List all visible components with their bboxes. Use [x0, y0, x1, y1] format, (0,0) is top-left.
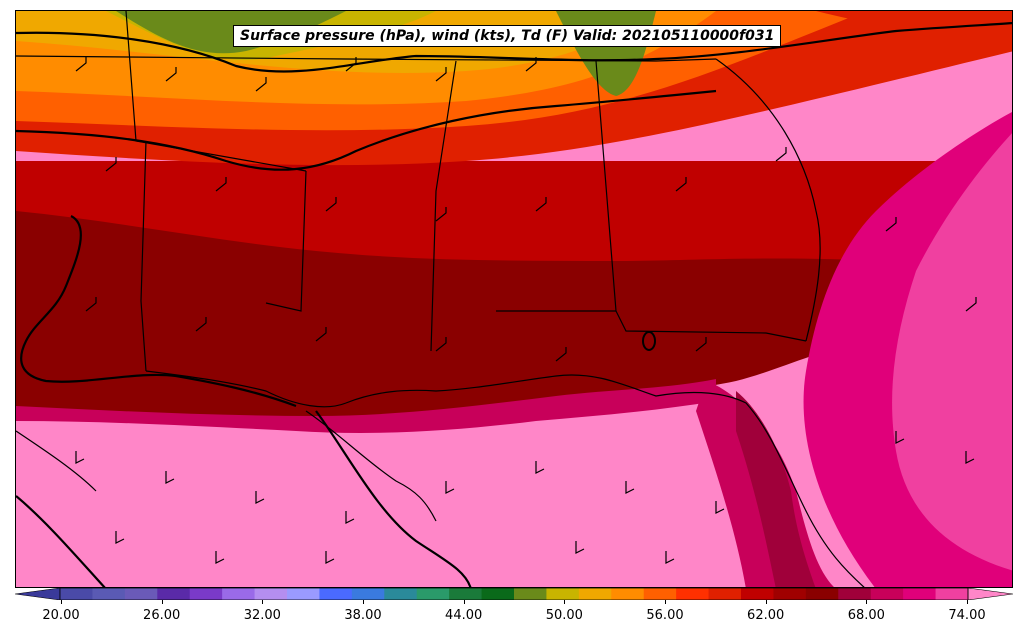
colorbar-swatch — [611, 588, 645, 600]
map-title: Surface pressure (hPa), wind (kts), Td (… — [233, 25, 782, 47]
colorbar-swatch — [384, 588, 418, 600]
colorbar-tick-mark — [262, 600, 264, 604]
field-68b — [16, 379, 716, 433]
colorbar-swatch — [676, 588, 710, 600]
colorbar — [15, 588, 1013, 600]
colorbar-swatch — [805, 588, 839, 600]
colorbar-swatch — [514, 588, 547, 600]
colorbar-swatch — [254, 588, 288, 600]
colorbar-swatch — [222, 588, 256, 600]
colorbar-tick-mark — [967, 600, 968, 604]
colorbar-tick-label: 26.00 — [143, 608, 181, 623]
colorbar-swatch — [903, 588, 937, 600]
state-borders — [16, 11, 865, 587]
colorbar-tick-label: 56.00 — [646, 608, 684, 623]
colorbar-swatch — [838, 588, 872, 600]
colorbar-swatch — [351, 588, 385, 600]
colorbar-swatch — [643, 588, 677, 600]
colorbar-tick-mark — [665, 600, 666, 604]
colorbar-extend-low — [15, 588, 61, 600]
field-62 — [16, 161, 1012, 271]
field-66b — [736, 391, 816, 587]
colorbar-swatch — [773, 588, 807, 600]
isobar-2 — [16, 89, 717, 171]
colorbar-swatch — [578, 588, 612, 600]
colorbar-swatch — [287, 588, 320, 600]
colorbar-tick-label: 68.00 — [847, 608, 885, 623]
colorbar-tick-mark — [463, 600, 465, 604]
colorbar-tick-label: 20.00 — [42, 608, 80, 623]
isobar-5 — [315, 410, 472, 587]
colorbar-swatch — [449, 588, 483, 600]
colorbar-swatch — [124, 588, 158, 600]
colorbar-tick-label: 62.00 — [747, 608, 785, 623]
colorbar-swatch — [935, 588, 969, 600]
colorbar-swatch — [416, 588, 450, 600]
isobar-1 — [16, 22, 1012, 73]
colorbar-tick-mark — [363, 600, 364, 604]
colorbar-ticks: 20.00 26.00 32.00 38.00 44.00 50.00 56.00 62.00… — [0, 600, 1022, 630]
colorbar-swatch — [92, 588, 126, 600]
colorbar-tick-mark — [61, 600, 62, 604]
isobar-3 — [20, 215, 297, 408]
colorbar-tick-mark — [161, 600, 163, 604]
colorbar-swatch — [546, 588, 580, 600]
colorbar-tick-mark — [866, 600, 868, 604]
colorbar-tick-label: 50.00 — [545, 608, 583, 623]
colorbar-tick-mark — [765, 600, 767, 604]
colorbar-tick-label: 44.00 — [445, 608, 483, 623]
colorbar-swatch — [60, 588, 93, 600]
colorbar-swatch — [870, 588, 904, 600]
weather-map: Surface pressure (hPa), wind (kts), Td (… — [15, 10, 1013, 588]
colorbar-tick-label: 32.00 — [243, 608, 281, 623]
colorbar-swatch — [189, 588, 223, 600]
wind-barbs — [75, 57, 977, 564]
field-48 — [116, 11, 346, 54]
colorbar-tick-label: 38.00 — [344, 608, 382, 623]
colorbar-swatch — [481, 588, 515, 600]
colorbar-swatch — [319, 588, 353, 600]
colorbar-swatch — [741, 588, 774, 600]
isobar-4 — [16, 495, 106, 587]
isobar-closed — [642, 331, 656, 351]
colorbar-swatch — [157, 588, 191, 600]
colorbar-swatch — [708, 588, 742, 600]
dewpoint-contour-map — [16, 11, 1012, 587]
colorbar-outline — [59, 588, 969, 600]
colorbar-tick-mark — [564, 600, 566, 604]
colorbar-extend-high — [967, 588, 1013, 600]
colorbar-tick-label: 74.00 — [948, 608, 986, 623]
field-72 — [892, 133, 1012, 571]
